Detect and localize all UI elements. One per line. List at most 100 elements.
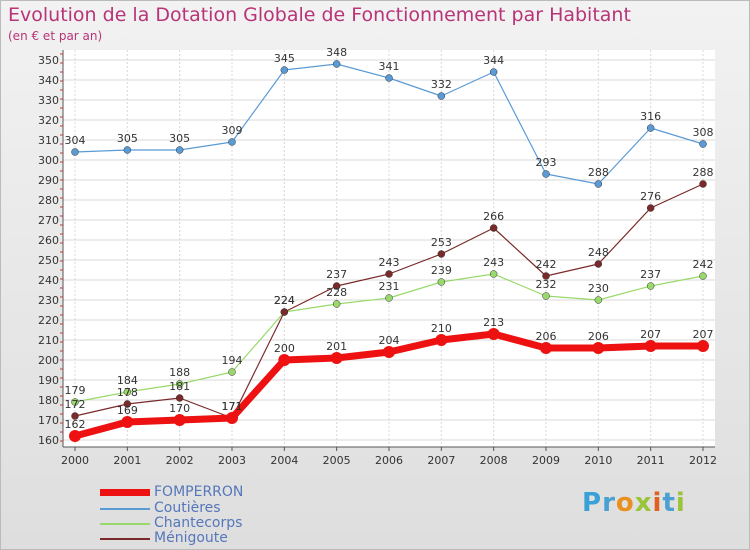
data-label-menigoute: 224 [274, 294, 295, 307]
data-point-fomperron [330, 352, 343, 364]
data-point-coutieres [228, 138, 236, 146]
data-point-fomperron [121, 416, 134, 428]
data-point-coutieres [646, 124, 655, 132]
data-point-chantecorps [646, 282, 655, 290]
y-tick-label: 250 [38, 254, 59, 267]
data-label-coutieres: 293 [536, 156, 557, 169]
y-tick-label: 200 [38, 354, 59, 367]
data-label-chantecorps: 237 [640, 268, 661, 281]
logo-letter: i [652, 488, 663, 518]
data-label-fomperron: 171 [222, 400, 243, 413]
data-label-coutieres: 348 [326, 46, 347, 59]
y-tick-label: 260 [38, 234, 59, 247]
data-label-coutieres: 341 [379, 60, 400, 73]
y-tick-label: 170 [38, 414, 59, 427]
legend-swatch-coutieres [100, 508, 150, 510]
data-label-fomperron: 204 [379, 334, 400, 347]
legend-swatch-menigoute [100, 538, 150, 540]
data-point-fomperron [278, 354, 291, 366]
data-label-chantecorps: 179 [65, 384, 86, 397]
data-label-fomperron: 169 [117, 404, 138, 417]
x-tick-label: 2012 [689, 454, 717, 467]
data-label-fomperron: 206 [536, 330, 557, 343]
x-tick-label: 2008 [480, 454, 508, 467]
data-label-menigoute: 266 [483, 210, 504, 223]
data-label-coutieres: 304 [65, 134, 86, 147]
data-point-fomperron [487, 328, 500, 340]
data-labels: 304 305 305 309 345 348 341 332 344 293 288 316 308 1… [65, 46, 714, 431]
y-tick-label: 350 [38, 54, 59, 67]
data-point-coutieres [594, 180, 603, 188]
line-chart: 160 170 180 190 200 210 220 230 240 250 260 270 280 2… [38, 46, 717, 467]
chart-subtitle: (en € et par an) [8, 29, 103, 43]
data-label-menigoute: 276 [640, 190, 661, 203]
data-label-fomperron: 200 [274, 342, 295, 355]
axes: 160 170 180 190 200 210 220 230 240 250 260 270 280 2… [38, 50, 717, 467]
data-label-fomperron: 210 [431, 322, 452, 335]
legend-label-coutieres: Coutières [154, 500, 221, 516]
data-label-menigoute: 253 [431, 236, 452, 249]
data-label-chantecorps: 184 [117, 374, 138, 387]
data-point-coutieres [699, 140, 707, 148]
data-label-menigoute: 181 [169, 380, 190, 393]
y-tick-label: 340 [38, 74, 59, 87]
data-label-chantecorps: 239 [431, 264, 452, 277]
data-point-menigoute [699, 180, 707, 188]
data-point-chantecorps [437, 278, 446, 286]
legend-label-chantecorps: Chantecorps [154, 515, 243, 531]
data-point-coutieres [71, 148, 79, 156]
y-tick-label: 330 [38, 94, 59, 107]
data-label-coutieres: 305 [117, 132, 138, 145]
data-label-coutieres: 305 [169, 132, 190, 145]
y-tick-label: 230 [38, 294, 59, 307]
data-label-coutieres: 345 [274, 52, 295, 65]
data-label-fomperron: 162 [65, 418, 86, 431]
data-label-fomperron: 213 [483, 316, 504, 329]
data-point-coutieres [489, 68, 498, 76]
data-label-menigoute: 172 [65, 398, 86, 411]
x-tick-label: 2009 [532, 454, 560, 467]
plot-area [63, 50, 715, 447]
data-label-fomperron: 207 [693, 328, 714, 341]
y-tick-label: 270 [38, 214, 59, 227]
data-point-fomperron [226, 412, 238, 424]
y-tick-label: 290 [38, 174, 59, 187]
data-label-chantecorps: 228 [326, 286, 347, 299]
y-tick-label: 160 [38, 434, 59, 447]
x-tick-label: 2007 [427, 454, 455, 467]
data-label-menigoute: 178 [117, 386, 138, 399]
y-tick-label: 190 [38, 374, 59, 387]
legend-label-fomperron: FOMPERRON [154, 484, 244, 500]
data-label-coutieres: 288 [588, 166, 609, 179]
data-point-fomperron [435, 334, 448, 346]
data-label-chantecorps: 230 [588, 282, 609, 295]
data-point-coutieres [542, 170, 550, 178]
x-tick-label: 2005 [323, 454, 351, 467]
data-label-fomperron: 170 [169, 402, 190, 415]
data-label-menigoute: 288 [693, 166, 714, 179]
x-tick-label: 2010 [584, 454, 612, 467]
x-tick-label: 2003 [218, 454, 246, 467]
data-point-menigoute [437, 250, 446, 258]
legend-swatch-fomperron [100, 489, 150, 496]
series-lines [69, 60, 709, 442]
data-point-fomperron [173, 414, 186, 426]
data-label-chantecorps: 243 [483, 256, 504, 269]
data-label-chantecorps: 224 [274, 294, 295, 307]
logo-letter: r [602, 488, 616, 518]
data-point-menigoute [280, 308, 289, 316]
x-tick-label: 2004 [270, 454, 298, 467]
logo-letter: o [615, 488, 635, 518]
data-point-menigoute [123, 400, 132, 408]
y-tick-label: 210 [38, 334, 59, 347]
brand-logo: Proxiti [582, 488, 686, 518]
data-point-chantecorps [71, 398, 79, 406]
data-label-chantecorps: 231 [379, 280, 400, 293]
data-point-coutieres [332, 60, 341, 68]
x-tick-label: 2011 [637, 454, 665, 467]
legend-label-menigoute: Ménigoute [154, 530, 228, 546]
data-point-coutieres [385, 74, 393, 82]
data-point-fomperron [383, 346, 395, 358]
data-point-menigoute [385, 270, 393, 278]
data-point-chantecorps [123, 388, 132, 396]
